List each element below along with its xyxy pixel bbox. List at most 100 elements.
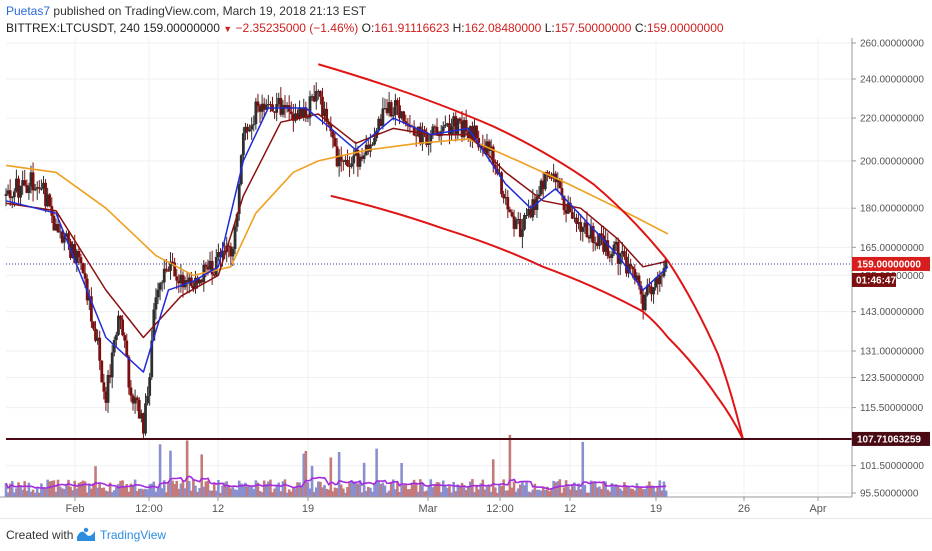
volume-bar (306, 482, 310, 497)
volume-bar (350, 480, 353, 497)
volume-bar (510, 487, 514, 497)
volume-bar (500, 486, 503, 497)
volume-bar (521, 481, 524, 497)
volume-bar (283, 479, 287, 497)
volume-bar (431, 487, 435, 497)
candle-body (241, 133, 245, 156)
candle-body (662, 268, 666, 277)
candle-body (600, 233, 603, 236)
volume-bar (194, 485, 197, 497)
time-tick-label: 19 (302, 503, 314, 515)
candle-body (570, 212, 574, 219)
volume-bar (106, 491, 110, 497)
author-link[interactable]: Puetas7 (6, 4, 51, 18)
volume-bar (396, 482, 399, 497)
volume-bar (187, 481, 191, 497)
volume-bar (475, 484, 478, 497)
volume-bar (596, 487, 599, 497)
candle-body (391, 115, 395, 117)
publish-info: published on TradingView.com, March 19, … (53, 4, 367, 18)
volume-bar (427, 486, 430, 497)
volume-bar (339, 484, 343, 497)
candle-body (579, 222, 583, 232)
volume-bar (312, 491, 316, 497)
candle-body (616, 241, 620, 264)
price-tick-label: 240.00000000 (860, 74, 924, 85)
volume-bar (496, 492, 499, 497)
volume-bar (464, 490, 468, 497)
candle-body (279, 97, 283, 115)
volume-bar (235, 489, 239, 497)
tradingview-logo-icon[interactable] (76, 526, 96, 542)
time-axis[interactable]: Feb 12:00 12 19 Mar 12:00 12 19 26 Apr (0, 496, 852, 515)
volume-bar (104, 490, 108, 497)
tradingview-link[interactable]: TradingView (100, 528, 167, 542)
volume-bar (435, 482, 439, 497)
volume-bar (142, 489, 145, 497)
candle-body (60, 231, 64, 243)
volume-bar (181, 480, 185, 497)
candle-body (21, 180, 25, 186)
volume-bar (558, 479, 562, 497)
volume-bar (631, 488, 635, 497)
volume-bar (137, 488, 141, 497)
volume-bar (100, 488, 104, 497)
candle-body (556, 179, 560, 183)
volume-bar (379, 483, 383, 497)
candle-body (269, 104, 272, 106)
candle-body (154, 297, 158, 310)
symbol-label[interactable]: BITTREX:LTCUSDT, 240 (6, 21, 140, 35)
candle-body (543, 172, 547, 190)
candle-body (23, 180, 27, 185)
candle-body (560, 188, 564, 196)
volume-bar (15, 488, 18, 497)
volume-bar (568, 489, 572, 497)
volume-bar (127, 491, 131, 497)
price-chart[interactable]: 260.00000000 240.00000000 220.00000000 200.… (0, 38, 932, 518)
volume-bar (483, 489, 487, 497)
volume-bar (63, 488, 66, 497)
candle-body (641, 294, 645, 311)
candle-body (425, 131, 428, 145)
volume-bar (165, 492, 168, 497)
candle-body (187, 277, 191, 282)
candle-body (541, 180, 545, 190)
candle-body (246, 126, 249, 132)
candle-body (448, 123, 451, 136)
volume-bar (441, 480, 445, 497)
candle-body (512, 216, 516, 229)
candle-body (454, 116, 458, 135)
volume-bar (383, 485, 387, 497)
volume-bar (502, 479, 505, 497)
volume-bar (369, 487, 372, 497)
candle-body (92, 321, 95, 329)
volume-bar (506, 490, 510, 497)
volume-bar (473, 492, 476, 497)
volume-bar (129, 483, 133, 497)
volume-bar (267, 481, 270, 497)
candle-body (379, 118, 383, 126)
close-value: 159.00000000 (646, 21, 724, 35)
volume-bar (96, 487, 99, 497)
volume-bar (144, 488, 147, 497)
support-level-tag-bg (852, 431, 930, 446)
candle-body (71, 244, 75, 258)
volume-bar (325, 488, 328, 497)
time-tick-label: Mar (419, 503, 438, 515)
volume-bar (108, 482, 112, 497)
volume-bar (618, 488, 622, 497)
candle-body (121, 319, 125, 336)
candle-body (216, 252, 220, 257)
volume-bar (566, 486, 570, 497)
volume-bar (602, 481, 605, 497)
volume-bar (269, 479, 272, 497)
volume-bar (294, 488, 297, 497)
volume-bar (198, 488, 201, 497)
candle-body (421, 129, 424, 145)
candle-body (150, 340, 154, 378)
price-tick-label: 123.50000000 (860, 373, 924, 384)
volume-bar (352, 481, 356, 497)
candle-body (650, 286, 653, 295)
candle-body (127, 356, 131, 388)
volume-bar (546, 486, 549, 497)
